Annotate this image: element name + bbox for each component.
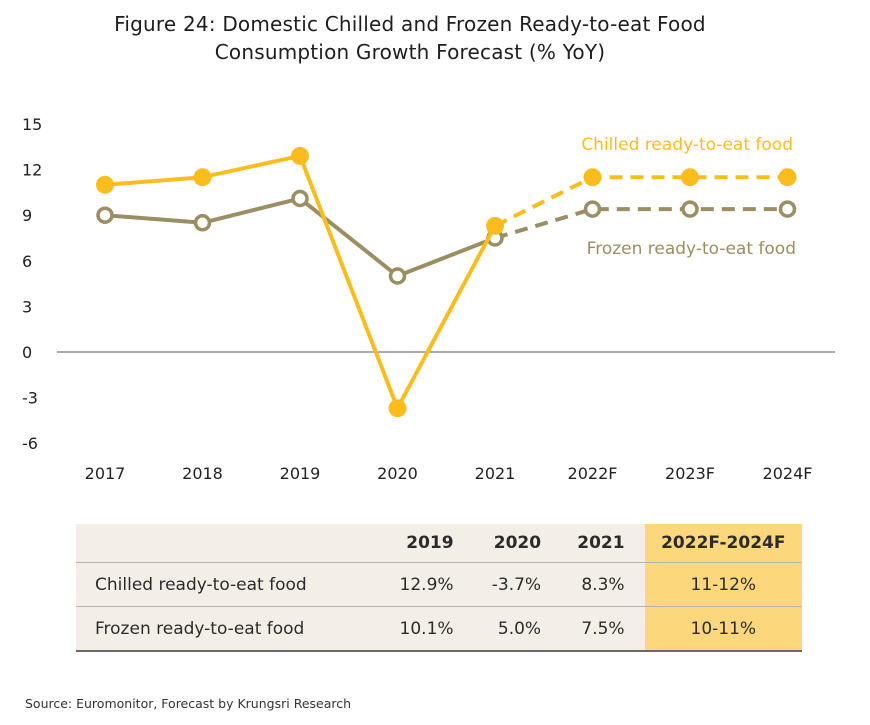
y-tick-label: 0	[22, 343, 32, 362]
x-tick-label: 2024F	[763, 464, 813, 483]
x-tick-label: 2021	[475, 464, 516, 483]
data-point-frozen	[681, 200, 699, 218]
data-point-frozen	[193, 214, 212, 232]
series-label-chilled: Chilled ready-to-eat food	[581, 135, 793, 155]
growth-table: 2019 2020 2021 2022F-2024F Chilled ready…	[76, 524, 802, 652]
data-point-chilled	[681, 168, 699, 187]
y-tick-label: 3	[22, 297, 32, 316]
row-label-chilled: Chilled ready-to-eat food	[76, 562, 369, 607]
chart-title: Figure 24: Domestic Chilled and Frozen R…	[0, 10, 820, 66]
table-header-blank	[76, 524, 369, 563]
series-forecast-line-frozen	[494, 207, 788, 240]
cell-frozen-forecast: 10-11%	[644, 606, 802, 652]
y-tick-label: 15	[22, 115, 42, 134]
y-tick-label: 9	[22, 206, 32, 225]
series-line-frozen	[104, 196, 496, 278]
data-point-frozen	[388, 267, 407, 285]
line-chart: 15 12 9 6 3 0 -3 -6 2017 2018 2019 2020 2021 2022F 202…	[22, 115, 835, 483]
row-label-frozen: Frozen ready-to-eat food	[76, 606, 369, 652]
y-tick-label: 12	[22, 161, 42, 180]
data-point-chilled	[96, 175, 114, 194]
data-point-frozen	[291, 189, 309, 208]
data-point-chilled	[778, 168, 797, 187]
y-tick-label: 6	[22, 252, 32, 271]
chart-title-line-1: Figure 24: Domestic Chilled and Frozen R…	[114, 12, 706, 36]
table-header-forecast: 2022F-2024F	[644, 524, 802, 563]
x-tick-label: 2020	[377, 464, 418, 483]
table-header-row: 2019 2020 2021 2022F-2024F	[76, 524, 802, 563]
table-header-2021: 2021	[551, 524, 645, 563]
x-tick-label: 2017	[85, 464, 126, 483]
cell-chilled-2019: 12.9%	[368, 562, 466, 607]
cell-chilled-2020: -3.7%	[465, 562, 552, 607]
data-point-chilled	[291, 146, 309, 165]
data-point-frozen	[583, 200, 602, 218]
cell-frozen-2021: 7.5%	[551, 606, 645, 652]
table-header-2020: 2020	[465, 524, 552, 563]
table-row: Frozen ready-to-eat food 10.1% 5.0% 7.5%…	[76, 606, 802, 652]
source-note: Source: Euromonitor, Forecast by Krungsr…	[25, 696, 352, 711]
data-point-chilled	[193, 168, 212, 187]
cell-frozen-2020: 5.0%	[465, 606, 552, 652]
x-tick-label: 2023F	[665, 464, 715, 483]
data-point-chilled	[486, 216, 504, 235]
data-point-frozen	[778, 200, 797, 218]
data-point-chilled	[583, 168, 602, 187]
cell-chilled-2021: 8.3%	[551, 562, 645, 607]
cell-chilled-forecast: 11-12%	[644, 562, 802, 607]
y-tick-label: -6	[22, 434, 38, 453]
series-label-frozen: Frozen ready-to-eat food	[587, 239, 796, 259]
series-forecast-line-chilled	[494, 175, 788, 228]
data-point-frozen	[96, 206, 114, 224]
chart-title-line-2: Consumption Growth Forecast (% YoY)	[214, 40, 606, 64]
cell-frozen-2019: 10.1%	[368, 606, 466, 652]
y-tick-label: -3	[22, 389, 38, 408]
table-row: Chilled ready-to-eat food 12.9% -3.7% 8.…	[76, 562, 802, 607]
table-header-2019: 2019	[368, 524, 466, 563]
x-tick-label: 2018	[182, 464, 223, 483]
x-tick-label: 2019	[280, 464, 321, 483]
x-tick-label: 2022F	[568, 464, 618, 483]
data-point-chilled	[388, 399, 407, 418]
